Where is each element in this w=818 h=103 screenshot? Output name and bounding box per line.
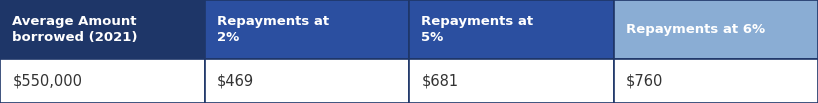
Bar xyxy=(204,59,409,103)
Text: $550,000: $550,000 xyxy=(12,74,83,89)
Bar xyxy=(0,0,204,59)
Text: $681: $681 xyxy=(421,74,458,89)
Bar xyxy=(0,59,204,103)
Bar xyxy=(409,59,614,103)
Text: Repayments at 6%: Repayments at 6% xyxy=(626,23,765,36)
Text: Average Amount
borrowed (2021): Average Amount borrowed (2021) xyxy=(12,15,137,44)
Bar xyxy=(204,0,409,59)
Bar xyxy=(614,0,818,59)
Text: $469: $469 xyxy=(217,74,254,89)
Text: Repayments at
5%: Repayments at 5% xyxy=(421,15,533,44)
Text: Repayments at
2%: Repayments at 2% xyxy=(217,15,329,44)
Bar xyxy=(614,59,818,103)
Text: $760: $760 xyxy=(626,74,663,89)
Bar xyxy=(409,0,614,59)
